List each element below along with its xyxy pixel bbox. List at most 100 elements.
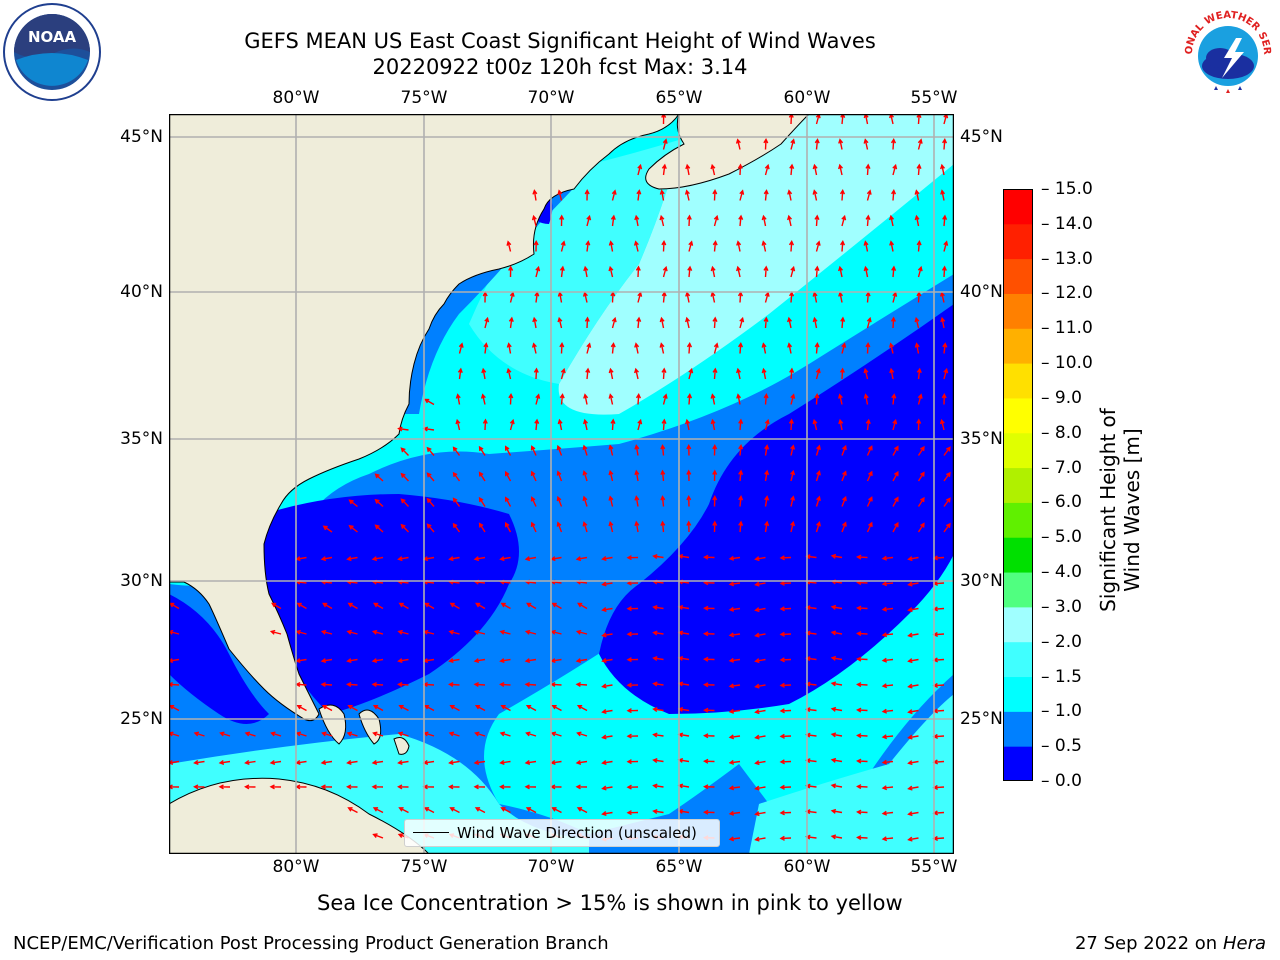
- wave-direction-arrow: [881, 734, 894, 740]
- wave-direction-arrow: [473, 629, 486, 635]
- wave-direction-arrow: [737, 163, 743, 176]
- wave-direction-arrow: [499, 731, 511, 737]
- wave-direction-arrow: [790, 265, 796, 278]
- nws-logo: NATIONAL WEATHER SERVICE: [1178, 2, 1275, 100]
- wave-direction-arrow: [524, 658, 537, 664]
- wave-direction-arrow: [856, 554, 868, 560]
- lon-tick-top-80w: 80°W: [272, 88, 320, 108]
- wave-direction-arrow: [506, 342, 512, 354]
- wave-direction-arrow: [633, 240, 639, 252]
- wave-direction-arrow: [754, 734, 766, 740]
- wave-direction-arrow: [790, 393, 796, 405]
- wave-direction-arrow: [728, 708, 741, 714]
- lon-tick-bottom-55w: 55°W: [910, 857, 958, 877]
- footer-date-text: 27 Sep 2022 on: [1074, 933, 1218, 954]
- wave-direction-arrow: [940, 316, 946, 329]
- wave-direction-arrow: [398, 705, 409, 712]
- wave-direction-arrow: [499, 784, 511, 790]
- wave-direction-arrow: [703, 605, 715, 611]
- wave-direction-arrow: [942, 138, 948, 150]
- wave-direction-arrow: [891, 265, 897, 278]
- wave-direction-arrow: [892, 496, 899, 507]
- lon-tick-top-60w: 60°W: [783, 88, 831, 108]
- wave-direction-arrow: [499, 759, 511, 765]
- colorbar-segment-4: [1003, 606, 1033, 643]
- wave-direction-arrow: [635, 393, 642, 405]
- wave-direction-arrow: [764, 163, 770, 176]
- wave-direction-arrow: [738, 469, 744, 482]
- footer-credit: NCEP/EMC/Verification Post Processing Pr…: [13, 933, 609, 954]
- wave-direction-arrow: [550, 731, 562, 737]
- wave-direction-arrow: [169, 602, 180, 610]
- wave-direction-arrow: [738, 520, 744, 533]
- wave-direction-arrow: [505, 445, 512, 456]
- wave-direction-arrow: [866, 445, 873, 456]
- wave-direction-arrow: [764, 444, 770, 456]
- wave-direction-arrow: [608, 367, 614, 380]
- wave-direction-arrow: [634, 214, 640, 227]
- colorbar-tick-17: – 15.0: [1041, 179, 1093, 199]
- wave-direction-arrow: [754, 581, 766, 587]
- wave-direction-arrow: [551, 602, 562, 610]
- wave-direction-arrow: [787, 342, 793, 354]
- wave-direction-arrow: [652, 758, 664, 764]
- wave-direction-arrow: [703, 809, 715, 815]
- wave-direction-arrow: [738, 342, 744, 354]
- wave-direction-arrow: [524, 681, 537, 687]
- wave-direction-arrow: [474, 731, 486, 737]
- wave-direction-arrow: [815, 240, 821, 252]
- wave-direction-arrow: [838, 418, 844, 431]
- wave-direction-arrow: [790, 444, 796, 456]
- wave-direction-arrow: [296, 705, 307, 712]
- map-title: GEFS MEAN US East Coast Significant Heig…: [244, 29, 876, 53]
- wave-direction-arrow: [779, 759, 792, 765]
- wave-direction-arrow: [703, 656, 715, 662]
- wave-direction-arrow: [710, 163, 716, 176]
- wave-direction-arrow: [866, 496, 873, 507]
- wave-direction-arrow: [321, 731, 333, 737]
- wave-direction-arrow: [863, 367, 869, 380]
- wave-direction-arrow: [790, 469, 796, 482]
- wave-direction-arrow: [582, 495, 588, 507]
- wave-direction-arrow: [841, 444, 847, 456]
- wave-direction-arrow: [474, 705, 486, 712]
- wave-direction-arrow: [608, 240, 614, 252]
- wave-direction-arrow: [424, 602, 435, 610]
- lon-tick-bottom-75w: 75°W: [400, 857, 448, 877]
- colorbar-tick-1: – 0.5: [1041, 736, 1082, 757]
- wave-direction-arrow: [710, 265, 716, 278]
- wave-direction-arrow: [736, 367, 742, 380]
- wave-direction-arrow: [423, 705, 435, 712]
- wave-direction-arrow: [296, 602, 307, 610]
- wave-direction-arrow: [917, 265, 923, 278]
- wave-direction-arrow: [452, 522, 461, 533]
- wave-direction-arrow: [779, 810, 792, 816]
- wave-direction-arrow: [652, 732, 664, 738]
- wave-direction-arrow: [865, 163, 871, 176]
- wave-direction-arrow: [892, 470, 899, 482]
- wave-direction-arrow: [779, 733, 792, 739]
- wave-direction-arrow: [559, 393, 565, 405]
- wave-band-0p5-1m: [169, 274, 954, 854]
- wave-direction-arrow: [812, 418, 818, 431]
- wave-direction-arrow: [838, 138, 844, 150]
- wave-direction-arrow: [712, 316, 718, 329]
- wave-direction-arrow: [914, 316, 920, 329]
- wave-direction-arrow: [684, 189, 690, 201]
- wave-direction-arrow: [611, 189, 617, 201]
- wave-direction-arrow: [686, 469, 692, 482]
- wave-direction-arrow: [881, 683, 894, 689]
- wave-direction-arrow: [426, 497, 435, 507]
- wave-direction-arrow: [787, 214, 793, 227]
- wave-direction-arrow: [423, 807, 435, 814]
- wave-direction-arrow: [601, 811, 613, 817]
- wave-direction-arrow: [244, 759, 256, 765]
- wave-direction-arrow: [914, 214, 920, 227]
- wave-direction-arrow: [907, 607, 919, 613]
- wave-direction-arrow: [661, 163, 667, 176]
- wave-direction-arrow: [560, 240, 566, 252]
- wave-direction-arrow: [652, 656, 664, 662]
- wave-direction-arrow: [397, 731, 409, 737]
- wave-direction-arrow: [685, 163, 691, 176]
- wave-direction-arrow: [397, 784, 409, 790]
